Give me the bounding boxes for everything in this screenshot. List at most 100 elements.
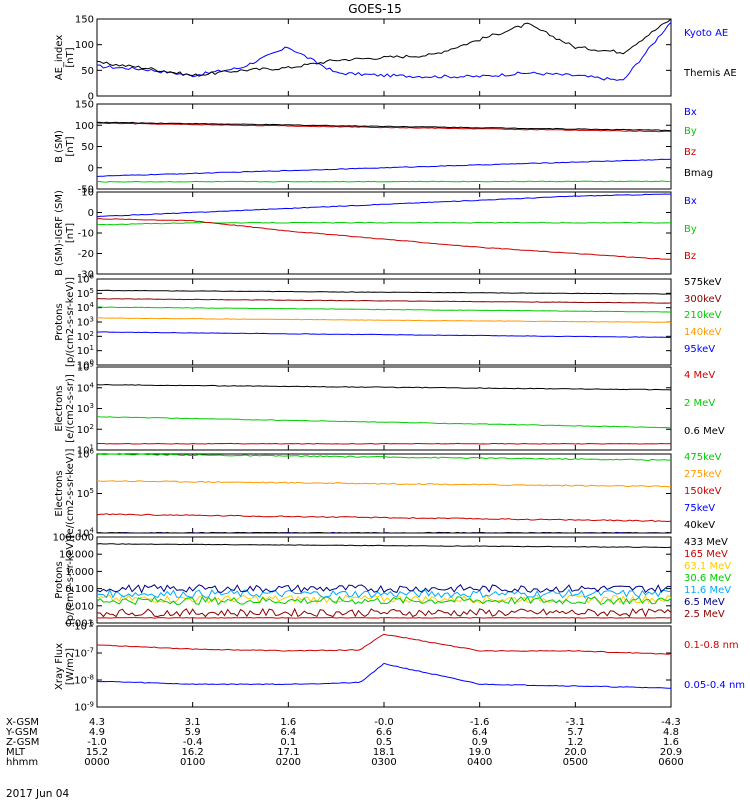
orbit-value: 6.4 — [472, 727, 488, 738]
panel-frame — [96, 625, 672, 708]
orbit-value: 4.9 — [89, 727, 105, 738]
series-line — [96, 289, 671, 295]
orbit-value: -3.1 — [566, 717, 586, 728]
orbit-value: 0300 — [371, 757, 396, 768]
orbit-value: -1.6 — [470, 717, 490, 728]
orbit-value: 0200 — [276, 757, 301, 768]
orbit-row-label: X-GSM — [6, 717, 39, 728]
orbit-value: 4.8 — [663, 727, 679, 738]
legend-label: 0.6 MeV — [684, 426, 725, 437]
orbit-row-label: hhmm — [6, 757, 38, 768]
legend-label: 475keV — [684, 452, 722, 463]
y-tick-label: 150 — [75, 15, 94, 26]
panel-frame — [96, 536, 672, 624]
panel-frame — [96, 453, 672, 534]
legend-label: Kyoto AE — [684, 28, 728, 39]
orbit-value: 1.6 — [280, 717, 296, 728]
y-tick-label: 10 — [81, 188, 94, 199]
y-axis-label: Electrons[e/(cm2-s-sr-keV)] — [54, 448, 76, 538]
orbit-row-label: Z-GSM — [6, 737, 39, 748]
series-line — [96, 442, 672, 445]
orbit-row-label: MLT — [6, 747, 26, 758]
y-tick-label: 104 — [77, 381, 95, 394]
series-line — [96, 588, 672, 599]
series-line — [96, 607, 672, 618]
series-line — [96, 416, 672, 429]
orbit-value: 20.9 — [660, 747, 682, 758]
y-tick-label: 0 — [88, 92, 94, 103]
y-tick-label: 106 — [77, 273, 95, 286]
y-tick-label: 1.000 — [65, 567, 94, 578]
legend-label: 300keV — [684, 294, 722, 305]
orbit-value: 17.1 — [277, 747, 299, 758]
orbit-value: 0.9 — [472, 737, 488, 748]
y-tick-label: 106 — [77, 448, 95, 461]
panel-8: 10-9 10-8 10-7 10-6 Xray Flux[W/m2] 0.1-0.8 n… — [54, 620, 745, 714]
legend-label: 30.6 MeV — [684, 573, 731, 584]
orbit-value: 0100 — [180, 757, 205, 768]
orbit-value: 5.7 — [567, 727, 583, 738]
panel-frame — [96, 103, 672, 190]
legend-label: 575keV — [684, 277, 722, 288]
series-line — [96, 584, 672, 594]
y-tick-label: 150 — [75, 100, 94, 111]
orbit-value: 1.6 — [663, 737, 679, 748]
series-line — [96, 595, 672, 606]
legend-label: 433 MeV — [684, 537, 728, 548]
y-tick-label: 50 — [81, 142, 94, 153]
legend-label: Bx — [684, 107, 697, 118]
legend-label: 140keV — [684, 327, 722, 338]
series-line — [96, 617, 672, 619]
series-line — [96, 180, 672, 183]
series-line — [96, 531, 672, 534]
panel-7: 0.001 0.010 0.100 1.000 10.000 100.000Protons… — [53, 533, 732, 630]
y-tick-label: 105 — [77, 287, 94, 300]
legend-label: 63.1 MeV — [684, 561, 731, 572]
y-axis-label: Electrons[e/(cm2-s-sr)] — [54, 374, 76, 443]
series-line — [96, 662, 671, 689]
orbit-value: 6.4 — [280, 727, 296, 738]
y-tick-label: 105 — [77, 487, 94, 500]
panel-1: 0 50 100 150 AE_index[nT] Kyoto AE Themis AE — [54, 15, 737, 103]
series-line — [96, 633, 672, 655]
orbit-value: -1.0 — [87, 737, 107, 748]
y-tick-label: 0.001 — [65, 619, 94, 630]
orbit-value: 3.1 — [185, 717, 201, 728]
legend-label: 165 MeV — [684, 549, 728, 560]
legend-label: 275keV — [684, 469, 722, 480]
plot-title: GOES-15 — [348, 2, 402, 16]
panel-4: 100101102103104105106Protons[p/(cm2-s-sr… — [54, 273, 722, 372]
orbit-value: 6.6 — [376, 727, 392, 738]
legend-label: 4 MeV — [684, 370, 715, 381]
y-tick-label: 105 — [77, 361, 94, 374]
series-line — [96, 331, 672, 339]
y-tick-label: 50 — [81, 66, 94, 77]
legend-label: 2.5 MeV — [684, 609, 725, 620]
series-line — [97, 221, 672, 226]
series-line — [96, 317, 672, 323]
y-axis-label: B (SM)-IGRF (SM)[nT] — [54, 190, 76, 276]
legend-label: Themis AE — [683, 68, 737, 79]
y-tick-label: 10-6 — [74, 620, 94, 633]
orbit-row-label: Y-GSM — [5, 727, 38, 738]
y-tick-label: -50 — [78, 185, 94, 196]
series-line — [96, 122, 672, 133]
orbit-value: 19.0 — [469, 747, 491, 758]
orbit-value: 18.1 — [373, 747, 395, 758]
legend-label: 0.05-0.4 nm — [684, 680, 745, 691]
series-line — [96, 453, 672, 462]
orbit-value: 0000 — [84, 757, 109, 768]
y-tick-label: 100 — [75, 121, 94, 132]
y-tick-label: 102 — [77, 330, 94, 343]
y-tick-label: 103 — [77, 316, 94, 329]
y-tick-label: 103 — [77, 402, 94, 415]
panel-frame — [96, 18, 672, 97]
legend-label: By — [684, 126, 697, 137]
legend-label: 0.1-0.8 nm — [684, 640, 739, 651]
y-tick-label: 10.000 — [59, 550, 94, 561]
series-line — [96, 594, 672, 604]
y-tick-label: 0 — [88, 163, 94, 174]
panel-2: -50 0 50 100 150 B (SM)[nT] Bx By Bz Bmag — [54, 100, 713, 196]
